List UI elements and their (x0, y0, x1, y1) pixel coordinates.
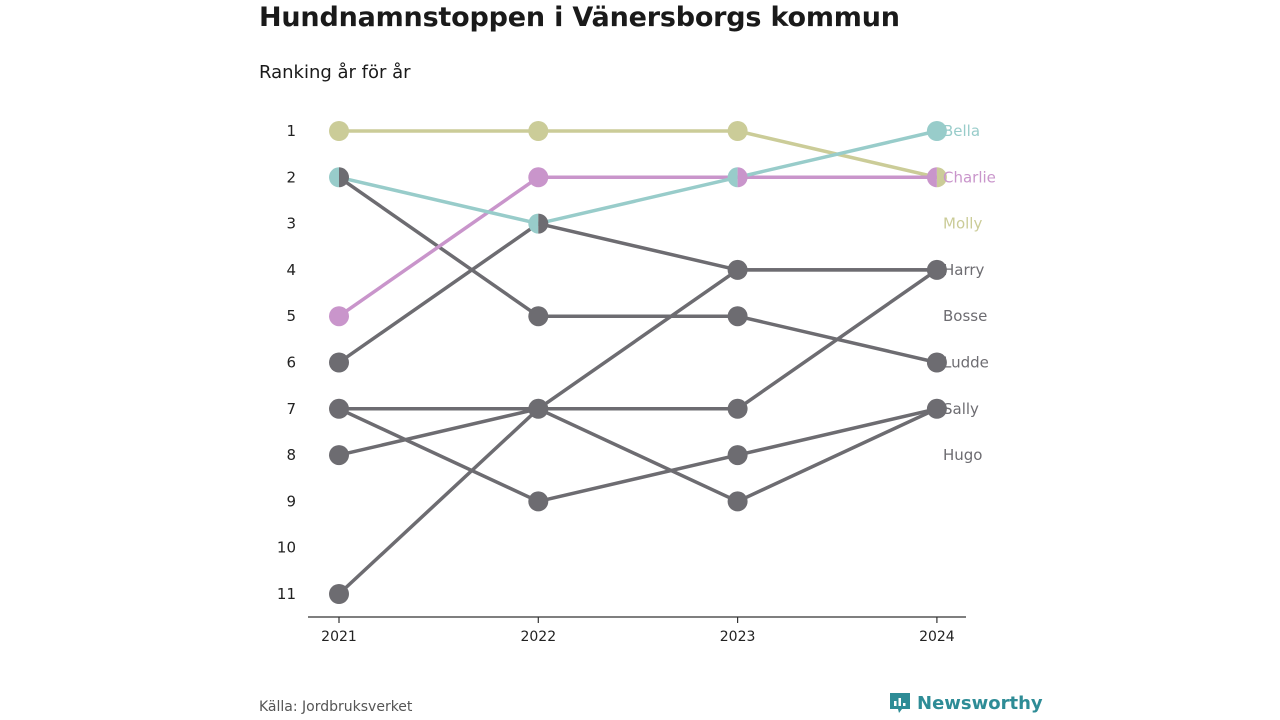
y-tick-label: 8 (286, 446, 296, 464)
series-end-label: Molly (943, 215, 982, 233)
series-point-left-half (727, 167, 738, 188)
series-end-label: Ludde (943, 354, 989, 372)
series-point (727, 259, 748, 280)
y-tick-label: 1 (286, 122, 296, 140)
series-end-label: Harry (943, 261, 985, 279)
series-point (926, 259, 947, 280)
x-tick-label: 2023 (720, 629, 756, 645)
series-point (329, 445, 349, 466)
series-line (337, 129, 939, 180)
y-tick-label: 4 (286, 261, 296, 279)
chart-subtitle: Ranking år för år (259, 62, 411, 83)
y-tick-label: 6 (286, 354, 296, 372)
series-line (337, 129, 939, 226)
series-end-label: Sally (943, 400, 979, 418)
series-point (528, 121, 549, 141)
series-line (337, 268, 939, 596)
series-point (329, 584, 349, 604)
series-point (926, 352, 947, 373)
series-end-label: Charlie (943, 168, 996, 186)
series-end-label: Bella (943, 122, 980, 140)
y-tick-label: 2 (286, 168, 296, 186)
y-tick-label: 3 (286, 215, 296, 233)
series-point (727, 306, 748, 327)
series-line (337, 407, 939, 504)
y-tick-label: 11 (277, 585, 296, 603)
series-line (337, 175, 939, 318)
bar-chart-speech-icon (890, 693, 910, 713)
series-line (337, 407, 939, 504)
series-point (329, 352, 349, 373)
series-line (337, 221, 939, 365)
series-point-right-half (339, 167, 349, 188)
brand-logo: Newsworthy (889, 692, 1043, 714)
series-point (727, 445, 748, 466)
series-point (329, 398, 349, 419)
series-point (528, 491, 549, 512)
series-point-left-half (329, 167, 339, 188)
chart-title: Hundnamnstoppen i Vänersborgs kommun (259, 2, 900, 33)
x-tick-label: 2022 (520, 629, 556, 645)
series-line (337, 268, 939, 411)
series-point-right-half (737, 167, 748, 188)
series-point (727, 398, 748, 419)
series-point-left-half (528, 213, 539, 234)
series-point-right-half (538, 213, 549, 234)
series-point (926, 121, 947, 141)
series-end-label: Hugo (943, 446, 983, 464)
brand-name: Newsworthy (917, 692, 1043, 714)
series-point (329, 121, 349, 141)
series-point (926, 398, 947, 419)
series-point (727, 121, 748, 141)
x-tick-label: 2024 (919, 629, 955, 645)
x-tick-label: 2021 (321, 629, 357, 645)
series-end-label: Bosse (943, 307, 987, 325)
series-point (329, 306, 349, 327)
series-point-left-half (926, 167, 937, 188)
y-tick-label: 10 (277, 539, 296, 557)
y-tick-label: 7 (286, 400, 296, 418)
source-note: Källa: Jordbruksverket (259, 699, 413, 715)
series-point (727, 491, 748, 512)
series-point (528, 306, 549, 327)
series-point (528, 167, 549, 188)
series-point (528, 398, 549, 419)
y-tick-label: 5 (286, 307, 296, 325)
series-point-right-half (936, 167, 947, 188)
y-tick-label: 9 (286, 492, 296, 510)
